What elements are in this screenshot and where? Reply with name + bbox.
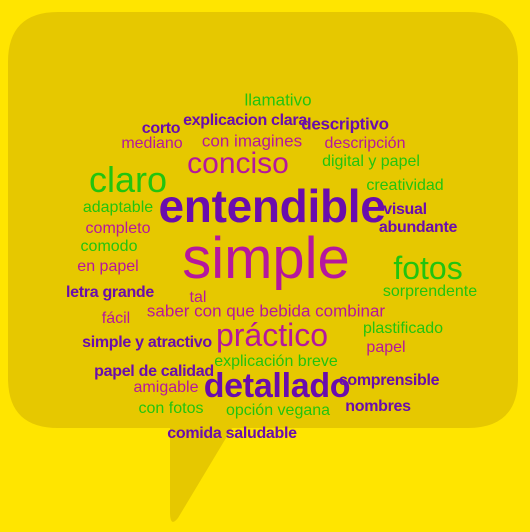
word-sorprendente: sorprendente bbox=[382, 283, 478, 300]
word-descripcion: descripción bbox=[324, 135, 406, 152]
word-papel-de-calidad: papel de calidad bbox=[94, 363, 214, 380]
word-en-papel: en papel bbox=[77, 258, 139, 275]
word-amigable: amigable bbox=[133, 379, 199, 396]
word-explicacion-breve: explicación breve bbox=[214, 353, 338, 370]
word-saber-con-que-bebida-combinar: saber con que bebida combinar bbox=[146, 301, 386, 321]
word-visual: visual bbox=[383, 201, 427, 218]
word-papel: papel bbox=[366, 339, 406, 356]
word-simple-y-atractivo: simple y atractivo bbox=[82, 334, 212, 351]
word-detallado: detallado bbox=[203, 367, 351, 405]
word-comida-saludable: comida saludable bbox=[167, 425, 297, 442]
word-nombres: nombres bbox=[345, 398, 411, 415]
word-plastificado: plastificado bbox=[362, 320, 444, 337]
word-simple: simple bbox=[182, 226, 350, 291]
word-digital-y-papel: digital y papel bbox=[322, 153, 420, 170]
word-con-fotos: con fotos bbox=[138, 400, 204, 417]
word-explicacion-clara: explicacion clara bbox=[183, 112, 307, 129]
word-entendible: entendible bbox=[158, 180, 386, 232]
word-tal: tal bbox=[189, 289, 207, 306]
word-letra-grande: letra grande bbox=[66, 284, 154, 301]
word-mediano: mediano bbox=[121, 135, 183, 152]
word-descriptivo: descriptivo bbox=[301, 114, 389, 134]
word-comprensible: comprensible bbox=[338, 372, 440, 389]
word-adaptable: adaptable bbox=[82, 199, 154, 216]
word-fotos: fotos bbox=[393, 250, 463, 286]
word-abundante: abundante bbox=[378, 219, 458, 236]
word-claro: claro bbox=[88, 159, 168, 200]
word-comodo: comodo bbox=[80, 238, 138, 255]
word-practico: práctico bbox=[215, 317, 329, 353]
word-facil: fácil bbox=[101, 310, 131, 327]
word-con-imagines: con imagines bbox=[201, 131, 303, 151]
word-creatividad: creatividad bbox=[366, 177, 444, 194]
word-corto: corto bbox=[141, 120, 181, 137]
word-conciso: conciso bbox=[187, 147, 289, 180]
word-llamativo: llamativo bbox=[244, 90, 312, 110]
word-completo: completo bbox=[85, 220, 151, 237]
word-opcion-vegana: opción vegana bbox=[225, 402, 331, 419]
